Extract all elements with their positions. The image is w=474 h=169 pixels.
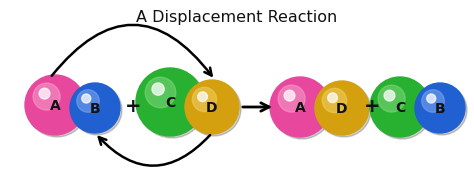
- Circle shape: [270, 77, 330, 137]
- Text: B: B: [90, 102, 100, 116]
- Circle shape: [77, 90, 99, 112]
- Text: D: D: [206, 101, 218, 115]
- Circle shape: [33, 83, 60, 110]
- Circle shape: [322, 88, 346, 113]
- Text: C: C: [395, 101, 405, 115]
- Circle shape: [378, 85, 405, 112]
- Circle shape: [422, 90, 444, 112]
- Circle shape: [39, 88, 50, 99]
- Circle shape: [185, 80, 239, 134]
- Text: B: B: [435, 102, 445, 116]
- Circle shape: [187, 82, 241, 136]
- Circle shape: [27, 77, 87, 137]
- Text: A: A: [50, 99, 60, 113]
- FancyArrowPatch shape: [52, 25, 211, 76]
- Circle shape: [372, 79, 432, 139]
- Circle shape: [192, 87, 217, 112]
- Circle shape: [198, 92, 208, 102]
- Circle shape: [427, 94, 436, 103]
- Circle shape: [272, 79, 332, 139]
- Text: +: +: [125, 98, 141, 116]
- Circle shape: [317, 83, 371, 137]
- Circle shape: [328, 93, 337, 103]
- Text: +: +: [364, 98, 380, 116]
- Circle shape: [384, 90, 395, 101]
- Circle shape: [70, 83, 120, 133]
- Text: A Displacement Reaction: A Displacement Reaction: [137, 10, 337, 25]
- Circle shape: [278, 85, 305, 112]
- Circle shape: [315, 81, 369, 135]
- Text: A: A: [295, 101, 305, 115]
- Circle shape: [145, 77, 176, 108]
- Circle shape: [82, 94, 91, 103]
- Circle shape: [138, 70, 206, 138]
- Circle shape: [417, 85, 467, 135]
- Circle shape: [370, 77, 430, 137]
- FancyArrowPatch shape: [99, 135, 210, 166]
- Circle shape: [72, 85, 122, 135]
- Text: C: C: [165, 96, 175, 110]
- Circle shape: [284, 90, 295, 101]
- Circle shape: [136, 68, 204, 136]
- Circle shape: [415, 83, 465, 133]
- Circle shape: [25, 75, 85, 135]
- Circle shape: [152, 83, 164, 95]
- Text: D: D: [336, 102, 348, 116]
